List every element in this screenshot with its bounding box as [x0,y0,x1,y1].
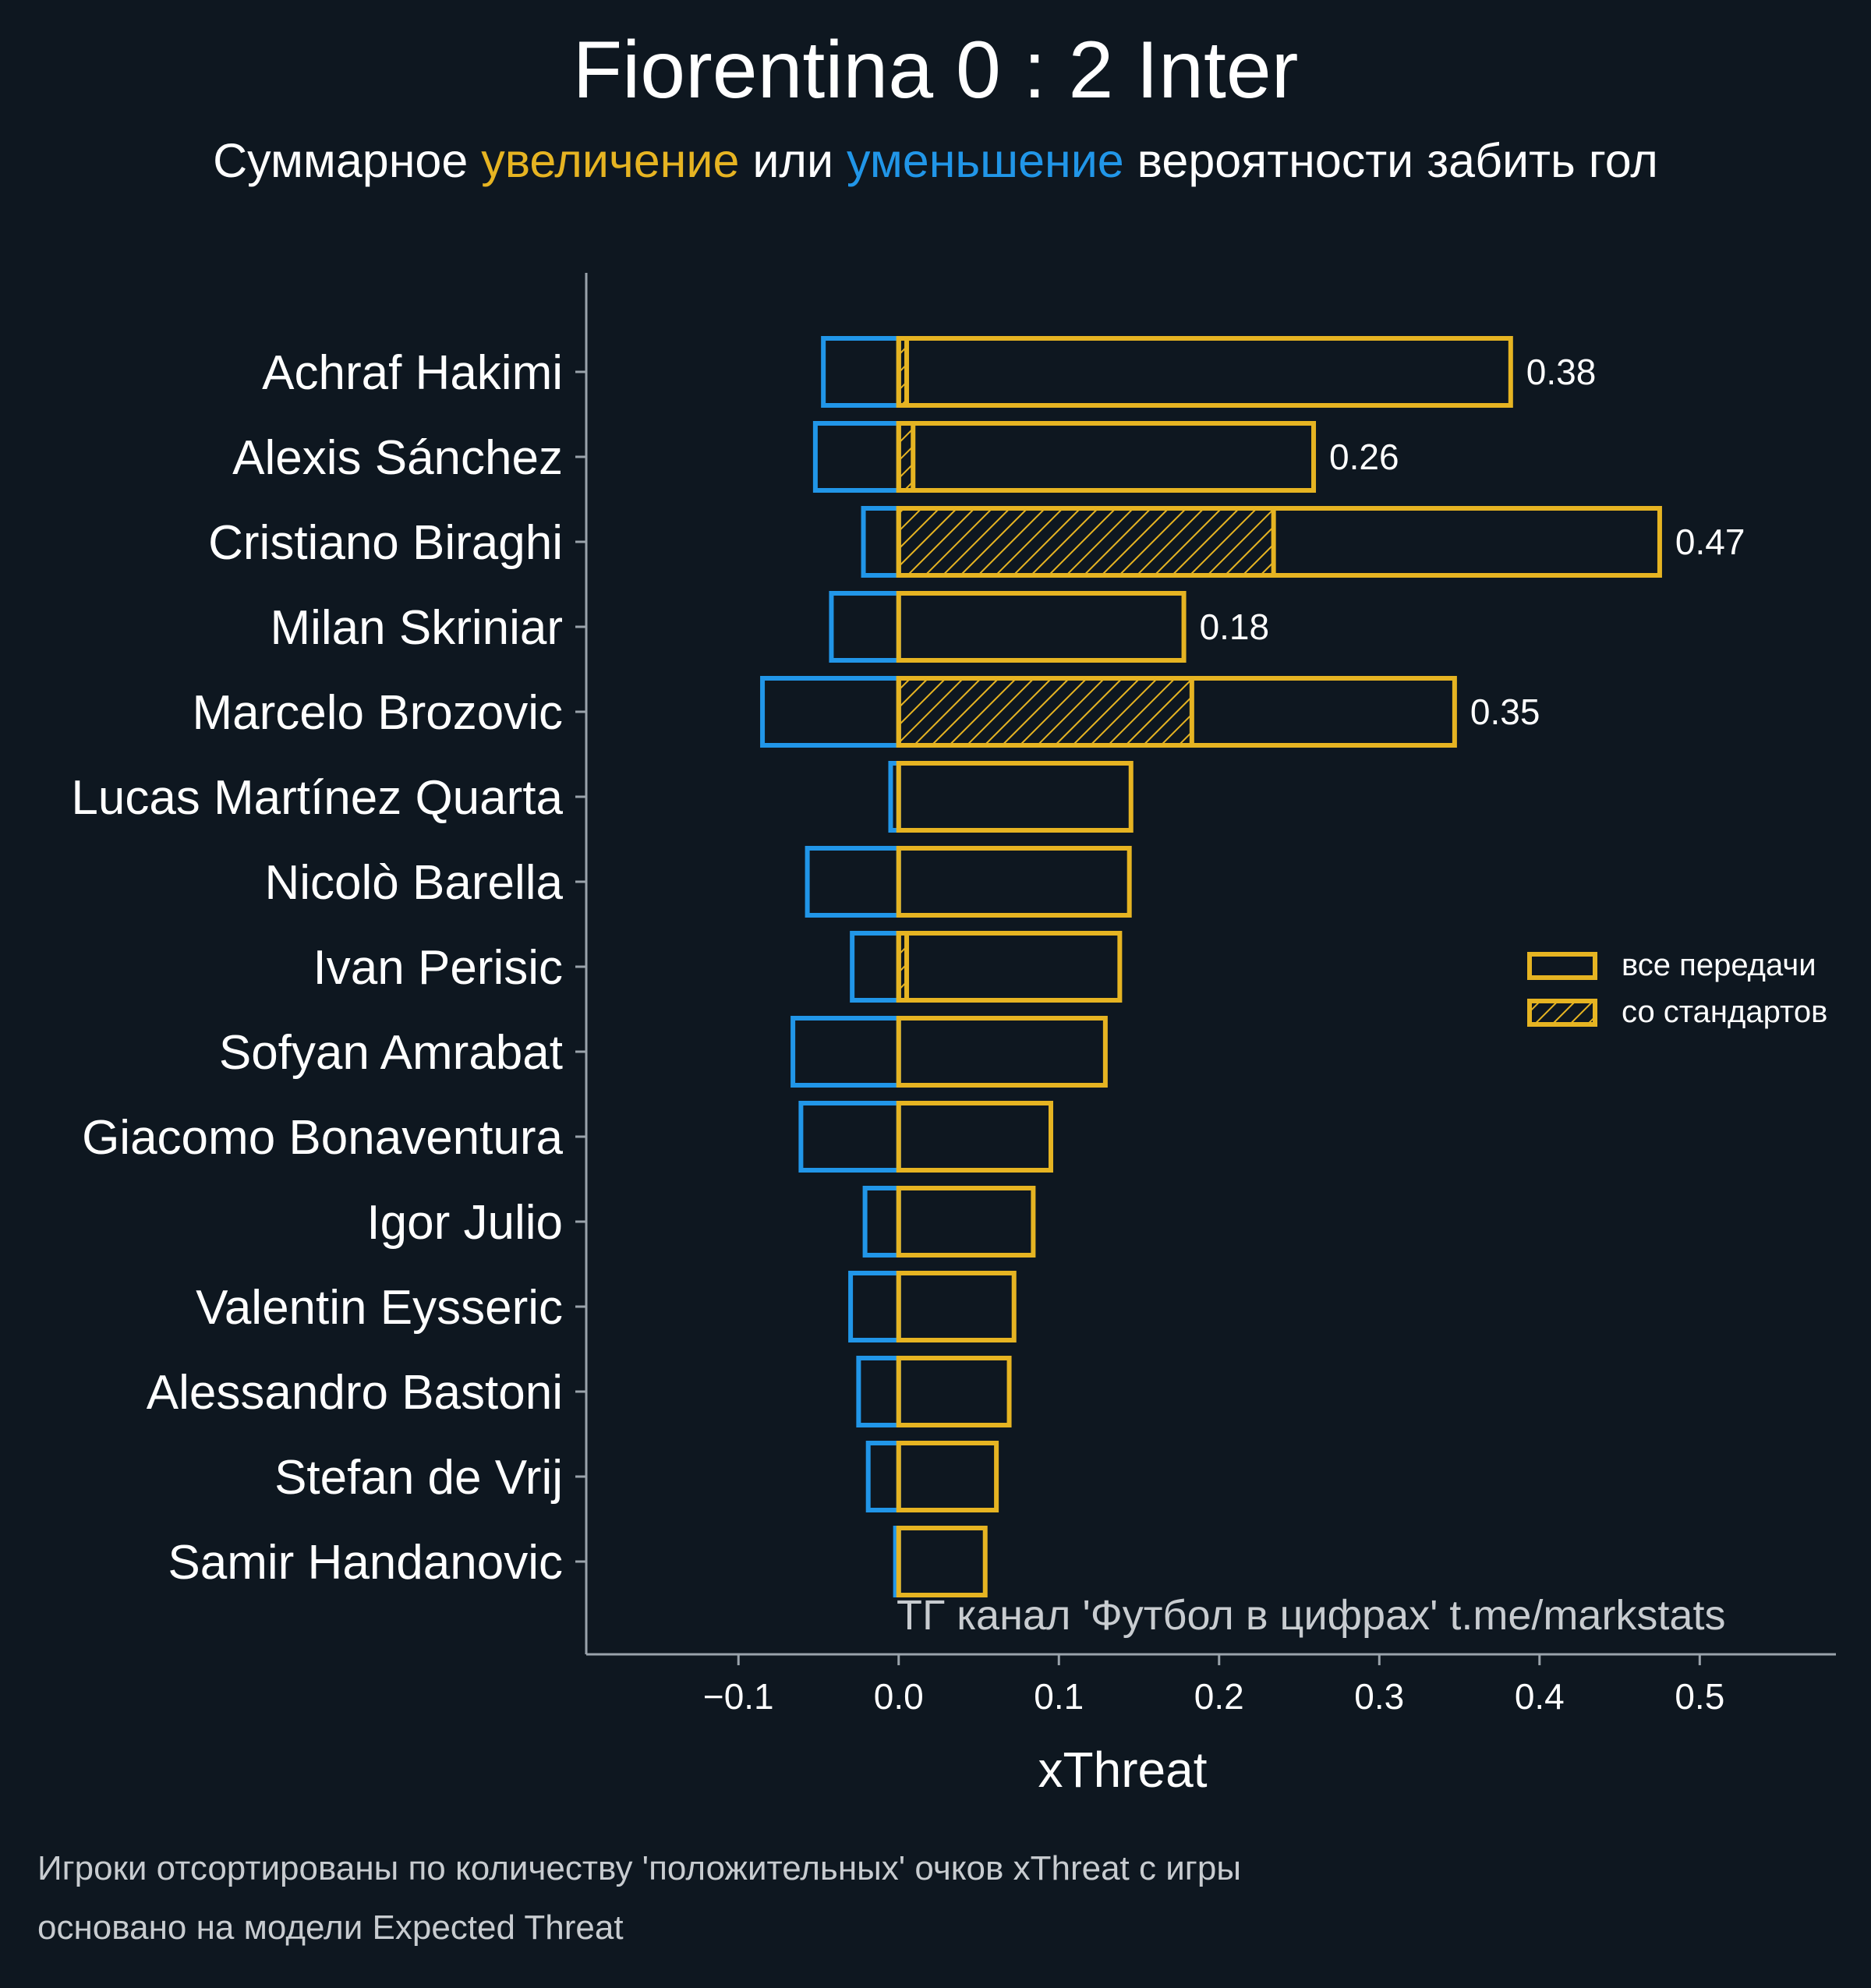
positive-bar [896,676,1457,748]
data-label: 0.38 [1526,352,1597,392]
legend-swatch-outline [1527,952,1597,980]
x-tick-label: 0.1 [1034,1676,1084,1717]
negative-bar [790,1016,901,1088]
y-tick-label: Milan Skriniar [270,601,563,655]
x-tick-label: −0.1 [703,1676,774,1717]
y-tick-label: Stefan de Vrij [274,1451,563,1505]
y-tick-label: Igor Julio [366,1196,563,1250]
y-tick-label: Lucas Martínez Quarta [71,771,563,825]
x-tick-label: 0.4 [1515,1676,1565,1717]
positive-bar [896,1356,1012,1427]
y-tick-label: Cristiano Biraghi [208,516,563,570]
watermark: ТГ канал 'Футбол в цифрах' t.me/markstat… [897,1592,1725,1639]
positive-bar [896,1441,999,1512]
subtitle-increase-word: увеличение [481,134,740,187]
x-tick-label: 0.2 [1194,1676,1244,1717]
data-label: 0.18 [1200,607,1270,647]
labels-layer: Achraf Hakimi 0.38 Alexis Sánchez 0.26 Crist… [71,346,1745,1717]
y-tick-label: Sofyan Amrabat [219,1026,563,1080]
chart-title: Fiorentina 0 : 2 Inter [572,25,1299,115]
y-tick-label: Ivan Perisic [313,941,563,995]
y-tick-label: Alexis Sánchez [232,431,563,485]
negative-bar [812,421,901,493]
data-label: 0.35 [1470,692,1540,732]
legend: все передачи со стандартов [1527,948,1827,1029]
y-tick-label: Alessandro Bastoni [147,1366,563,1420]
positive-bar [896,1526,988,1597]
set-piece-bar [896,506,1276,578]
y-tick-label: Marcelo Brozovic [193,686,563,740]
positive-bar [896,761,1134,833]
data-label: 0.47 [1675,522,1745,562]
x-axis-label: xThreat [1038,1742,1208,1798]
subtitle-decrease-word: уменьшение [847,134,1124,187]
set-piece-bar [896,676,1194,748]
positive-bar [896,336,1513,408]
y-tick-label: Nicolò Barella [264,856,563,910]
footnote-model: основано на модели Expected Threat [37,1908,624,1947]
negative-bar [821,336,901,408]
positive-bar [896,1186,1036,1258]
x-tick-label: 0.3 [1354,1676,1404,1717]
negative-bar [865,1441,901,1512]
negative-bar [798,1101,901,1173]
negative-bar [850,931,901,1003]
chart-subtitle: Суммарное увеличение или уменьшение веро… [0,131,1871,190]
y-tick-label: Achraf Hakimi [262,346,563,400]
x-tick-label: 0.5 [1675,1676,1724,1717]
positive-bar [896,1016,1108,1088]
footnote-sorting: Игроки отсортированы по количеству 'поло… [37,1849,1241,1887]
negative-bar [760,676,901,748]
negative-bar [861,506,901,578]
positive-bar [896,846,1132,918]
legend-swatch-hatched [1527,999,1597,1027]
positive-bar [896,1271,1017,1342]
negative-bar [829,591,901,663]
positive-bar [896,421,1317,493]
positive-bar [896,591,1187,663]
axes-layer [575,273,1836,1665]
subtitle-part1: Суммарное [213,134,482,187]
subtitle-part2: или [739,134,847,187]
positive-bar [896,931,1123,1003]
subtitle-part3: вероятности забить гол [1123,134,1658,187]
negative-bar [856,1356,901,1427]
y-tick-label: Samir Handanovic [168,1536,563,1590]
positive-bar [896,1101,1053,1173]
bars-layer [760,336,1662,1597]
negative-bar [805,846,901,918]
negative-bar [862,1186,901,1258]
x-tick-label: 0.0 [874,1676,924,1717]
legend-label: все передачи [1622,948,1816,982]
legend-label: со стандартов [1622,995,1827,1029]
y-tick-label: Giacomo Bonaventura [82,1111,563,1165]
y-tick-label: Valentin Eysseric [196,1281,563,1335]
positive-bar [896,506,1662,578]
negative-bar [848,1271,901,1342]
data-label: 0.26 [1329,437,1399,477]
